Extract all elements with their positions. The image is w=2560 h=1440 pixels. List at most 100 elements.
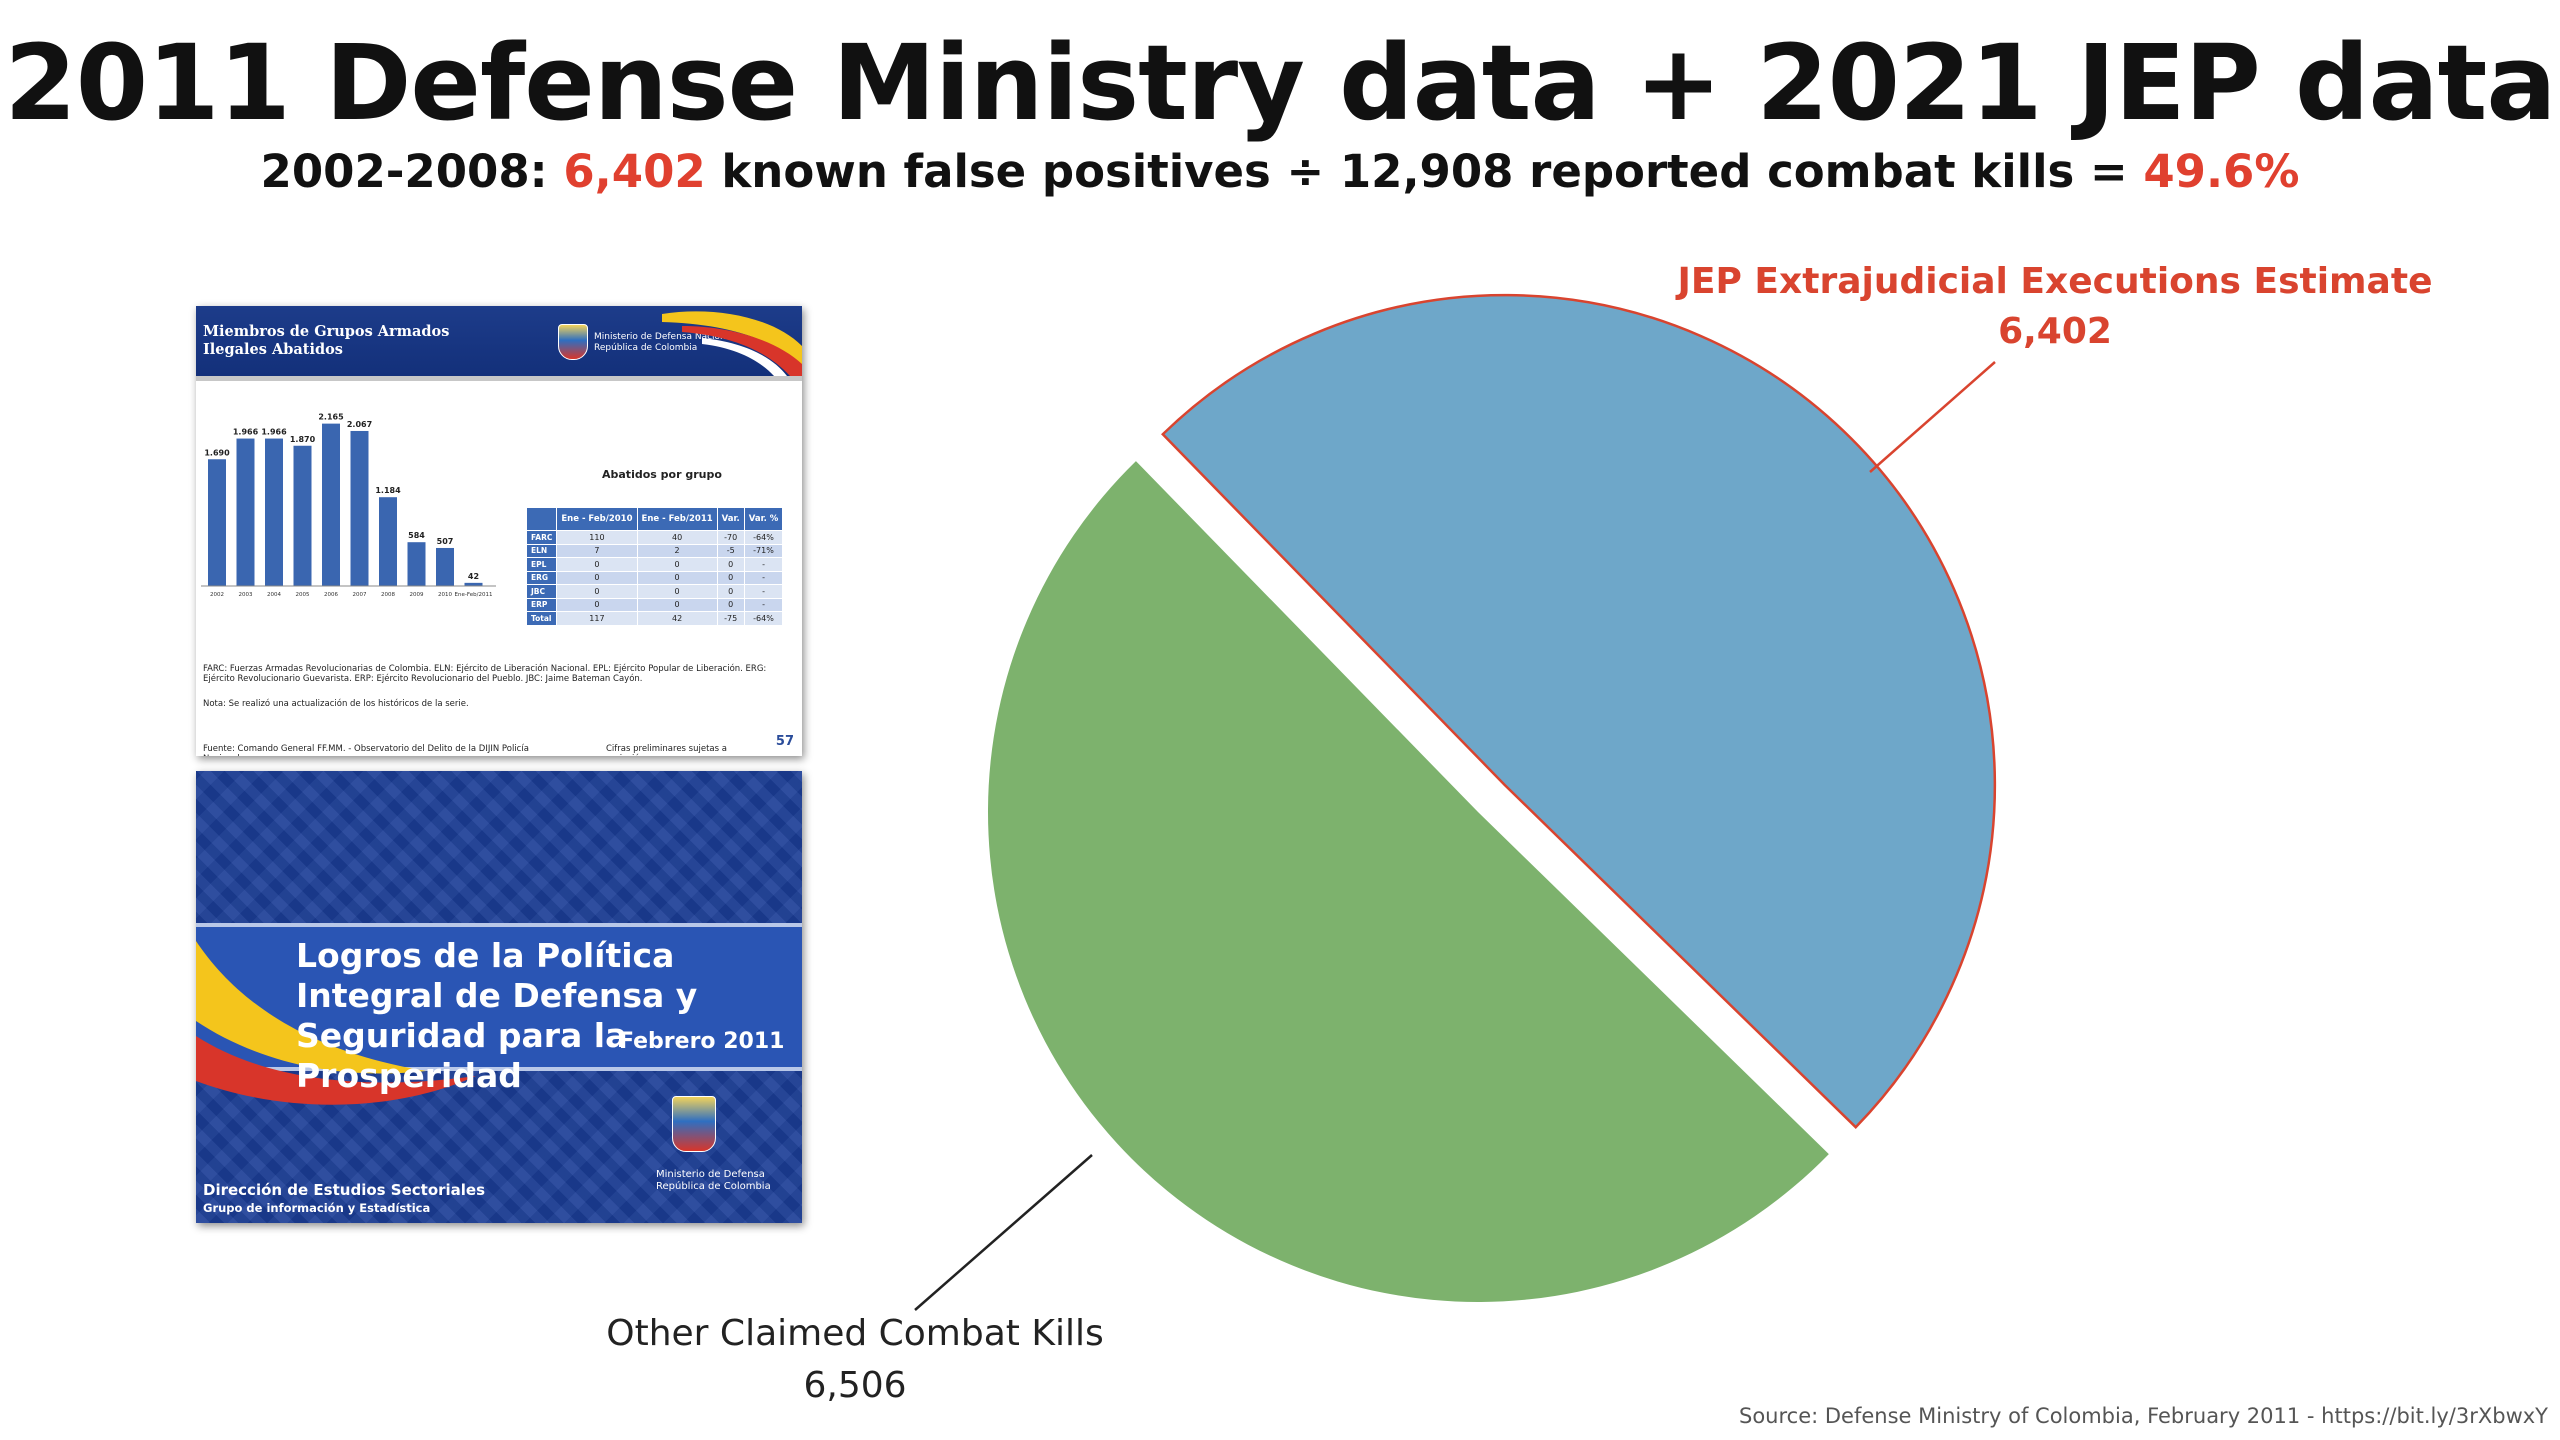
- slide-bar-category: 2006: [324, 592, 338, 598]
- table-cell: 0: [556, 584, 638, 599]
- slide-note: Nota: Se realizó una actualización de lo…: [203, 699, 469, 709]
- table-header-cell: Ene - Feb/2011: [636, 507, 718, 531]
- table-row: Total 117 42 -75 -64%: [525, 611, 784, 626]
- table-row: JBC 0 0 0-: [525, 584, 784, 599]
- slide-source: Fuente: Comando General FF.MM. - Observa…: [203, 744, 529, 756]
- table-cell: JBC: [525, 584, 558, 599]
- table-header-cell: Var. %: [743, 507, 784, 531]
- page-title: 2011 Defense Ministry data + 2021 JEP da…: [4, 22, 2556, 144]
- slide-header-title: Miembros de Grupos Armados Ilegales Abat…: [203, 323, 450, 358]
- table-cell: EPL: [525, 557, 558, 572]
- table-cell: 0: [716, 557, 745, 572]
- other-slice-label: Other Claimed Combat Kills: [606, 1313, 1103, 1354]
- slide-footnote: FARC: Fuerzas Armadas Revolucionarias de…: [203, 664, 767, 684]
- table-cell: -71%: [743, 543, 784, 558]
- table-cell: 117: [556, 611, 638, 626]
- slide-bar-category: 2003: [239, 592, 253, 598]
- slide-bar-category: 2002: [210, 592, 224, 598]
- flag-swoosh-icon: [662, 311, 802, 376]
- abatidos-bar-chart: 1.690 2002 1.966 2003 1.966 2004 1.870 2005 2.16…: [201, 413, 496, 598]
- table-cell: -5: [716, 543, 745, 558]
- other-leader-line: [914, 1154, 1093, 1311]
- subtitle-false-positives: 6,402: [563, 145, 706, 198]
- slide-bar: [350, 430, 369, 586]
- slide-bar-category: 2010: [438, 592, 452, 598]
- table-cell: -: [743, 584, 784, 599]
- table-cell: -: [743, 557, 784, 572]
- slide-bar: [236, 438, 255, 586]
- other-slice-value: 6,506: [803, 1365, 906, 1406]
- cover-directorate: Dirección de Estudios Sectoriales: [203, 1181, 486, 1199]
- slide-bar-label: 42: [468, 572, 479, 581]
- table-header-cell: [525, 507, 558, 531]
- table-cell: 40: [636, 530, 718, 545]
- table-cell: 0: [556, 597, 638, 612]
- table-row: ERG 0 0 0-: [525, 570, 784, 585]
- table-cell: ELN: [525, 543, 558, 558]
- table-row: ELN 7 2 -5 -71%: [525, 543, 784, 558]
- table-header-cell: Var.: [716, 507, 745, 531]
- table-row: EPL 0 0 0-: [525, 557, 784, 572]
- table-cell: -: [743, 597, 784, 612]
- slide-bar: [464, 582, 483, 586]
- slide-header: Miembros de Grupos Armados Ilegales Abat…: [196, 306, 802, 376]
- cover-group: Grupo de información y Estadística: [203, 1201, 431, 1215]
- slide-prelim: Cifras preliminares sujetas a variación.: [606, 744, 727, 756]
- slide-bar-label: 507: [437, 537, 454, 546]
- table-cell: 7: [556, 543, 638, 558]
- source-credit: Source: Defense Ministry of Colombia, Fe…: [1738, 1404, 2548, 1428]
- table-cell: -70: [716, 530, 745, 545]
- cover-ministry: Ministerio de Defensa República de Colom…: [656, 1169, 771, 1192]
- slide-bar-category: 2009: [410, 592, 424, 598]
- subtitle-prefix: 2002-2008:: [260, 145, 548, 198]
- jep-leader-line: [1869, 361, 1996, 473]
- table-cell: 0: [716, 584, 745, 599]
- flag-wave-icon: [196, 941, 476, 1105]
- slide-bar: [208, 459, 226, 586]
- table-cell: 42: [636, 611, 718, 626]
- table-cell: 0: [636, 597, 718, 612]
- jep-slice-value: 6,402: [1998, 311, 2112, 352]
- table-cell: 0: [636, 570, 718, 585]
- slide-header-rule: [196, 376, 802, 381]
- slide-bar: [293, 445, 312, 586]
- cover-date: Febrero 2011: [619, 1029, 785, 1054]
- table-cell: 0: [636, 584, 718, 599]
- slide-bar: [436, 547, 454, 586]
- subtitle-middle: known false positives ÷ 12,908 reported …: [721, 145, 2128, 198]
- coat-of-arms-icon: [558, 324, 588, 360]
- table-cell: ERP: [525, 597, 558, 612]
- slide-bar-label: 1.966: [233, 428, 259, 437]
- slide-bar: [322, 423, 340, 586]
- slide-bar: [265, 438, 283, 586]
- slide-bar-label: 1.690: [204, 448, 230, 457]
- pie-slice-other: [987, 461, 1829, 1303]
- slide-bar-label: 584: [408, 531, 425, 540]
- slide-bar: [407, 542, 426, 586]
- slide-bar-label: 1.966: [261, 428, 287, 437]
- slide-page-number: 57: [775, 734, 794, 749]
- abatidos-table: Ene - Feb/2010 Ene - Feb/2011 Var. Var. % FA…: [525, 507, 784, 626]
- table-cell: 0: [716, 597, 745, 612]
- pie-slice-jep: [1161, 293, 1997, 1129]
- slide-bar-category: 2008: [381, 592, 395, 598]
- table-header-cell: Ene - Feb/2010: [556, 507, 638, 531]
- slide-bar-category: 2004: [267, 592, 281, 598]
- slide-bar-category: Ene-Feb/2011: [455, 592, 493, 598]
- table-cell: 110: [556, 530, 638, 545]
- slide-bar: [379, 497, 397, 586]
- slide-bar-category: 2007: [353, 592, 367, 598]
- table-cell: 0: [636, 557, 718, 572]
- table-cell: Total: [525, 611, 558, 626]
- jep-slice-label: JEP Extrajudicial Executions Estimate: [1675, 261, 2433, 302]
- coat-of-arms-icon: [672, 1096, 716, 1152]
- table-cell: -75: [716, 611, 745, 626]
- table-cell: 0: [556, 570, 638, 585]
- cover-title: Logros de la Política Integral de Defens…: [296, 936, 698, 1095]
- ministry-name: Ministerio de Defensa Nacional República…: [594, 332, 734, 353]
- table-cell: 0: [556, 557, 638, 572]
- slide-bar-category: 2005: [296, 592, 310, 598]
- slide-bar-label: 1.184: [375, 486, 401, 495]
- inset-slide-abatidos: Miembros de Grupos Armados Ilegales Abat…: [196, 306, 802, 756]
